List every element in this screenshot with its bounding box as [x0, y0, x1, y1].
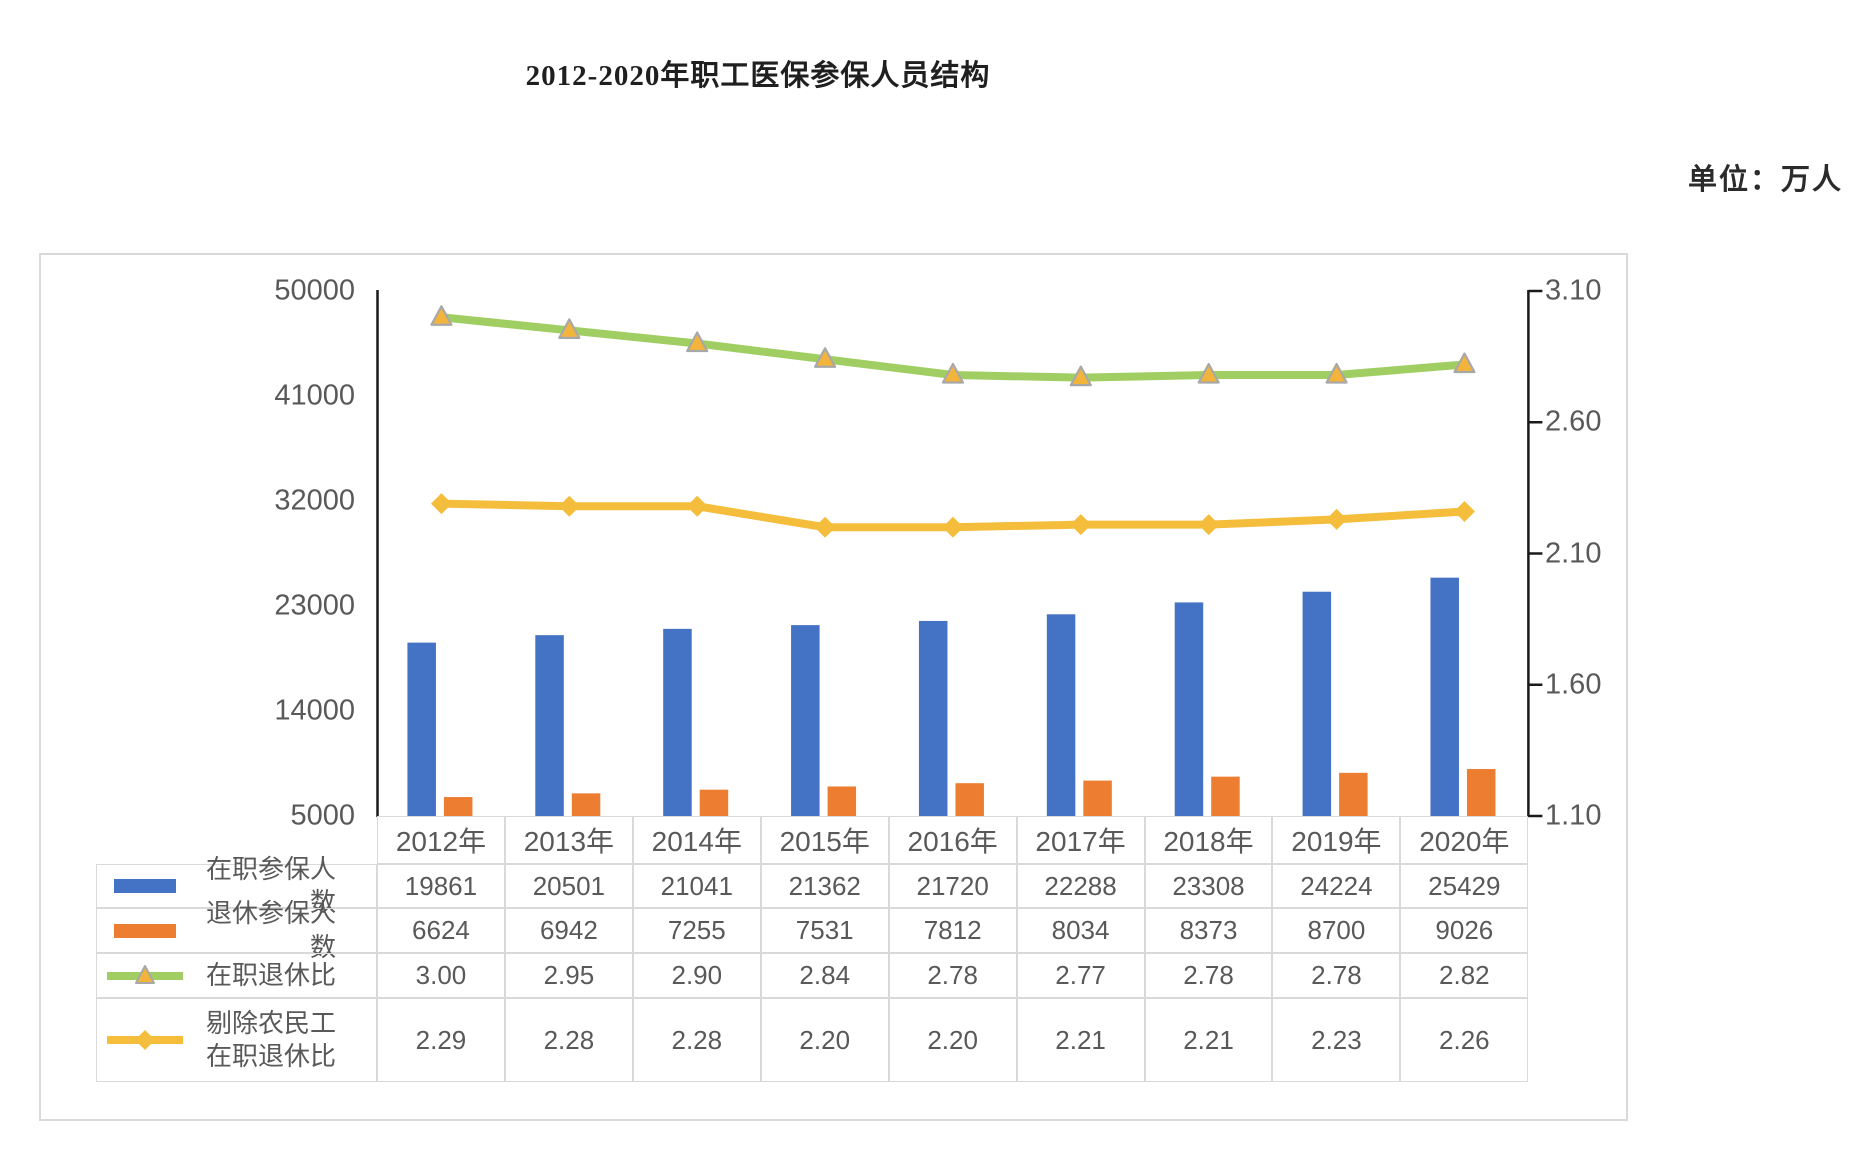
left-axis-tick-label: 50000: [274, 274, 355, 307]
table-value-cell: 3.00: [377, 953, 505, 998]
line-diamond-legend-swatch: [107, 1030, 183, 1050]
table-value-cell: 2.78: [1272, 953, 1401, 998]
table-value-cell: 7531: [760, 908, 889, 953]
table-value-cell: 8034: [1016, 908, 1145, 953]
table-year-cell: 2016年: [888, 816, 1017, 864]
legend-cell-在职参保人数: 在职参保人数: [96, 854, 377, 917]
table-value-cell: 9026: [1400, 908, 1529, 953]
table-value-cell: 7812: [888, 908, 1017, 953]
legend-cell-退休参保人数: 退休参保人数: [96, 898, 377, 962]
legend-cell-剔除农民工在职退休比: 剔除农民工 在职退休比: [96, 998, 377, 1082]
table-value-cell: 2.90: [632, 953, 761, 998]
table-value-cell: 2.78: [888, 953, 1017, 998]
table-value-cell: 19861: [377, 864, 505, 908]
left-axis-tick-label: 32000: [274, 484, 355, 517]
right-axis-tick-label: 2.10: [1545, 537, 1602, 569]
table-value-cell: 6624: [377, 908, 505, 953]
left-axis-tick-label: 14000: [274, 694, 355, 727]
table-value-cell: 2.20: [760, 998, 889, 1082]
table-value-cell: 2.23: [1272, 998, 1401, 1082]
right-axis-tick-label: 2.60: [1545, 405, 1602, 438]
table-year-cell: 2017年: [1016, 816, 1145, 864]
legend-label: 在职参保人数: [205, 853, 336, 917]
table-year-cell: 2013年: [504, 816, 633, 864]
chart-area-border: [39, 253, 1628, 1121]
bar-legend-swatch: [114, 879, 176, 893]
table-year-cell: 2018年: [1144, 816, 1273, 864]
left-axis-tick-label: 5000: [290, 799, 355, 832]
table-value-cell: 25429: [1400, 864, 1529, 908]
data-table: 2012年 2013年 2014年 2015年 2016年 2017年 2018年 2019年…: [96, 816, 1529, 1082]
table-value-cell: 8700: [1272, 908, 1401, 953]
right-axis-tick-label: 3.10: [1545, 274, 1602, 307]
left-axis-tick-label: 23000: [274, 589, 355, 622]
table-value-cell: 24224: [1272, 864, 1401, 908]
table-value-cell: 21041: [632, 864, 761, 908]
bar-legend-swatch: [114, 923, 176, 938]
table-value-cell: 23308: [1144, 864, 1273, 908]
table-value-cell: 20501: [504, 864, 633, 908]
table-value-cell: 21362: [760, 864, 889, 908]
chart-title: 2012-2020年职工医保参保人员结构: [525, 60, 991, 92]
legend-label: 在职退休比: [205, 959, 336, 990]
table-value-cell: 8373: [1144, 908, 1273, 953]
legend-label: 剔除农民工 在职退休比: [205, 1007, 336, 1071]
table-value-cell: 2.20: [888, 998, 1017, 1082]
legend-label: 退休参保人数: [205, 898, 336, 962]
table-year-cell: 2012年: [377, 816, 505, 864]
table-value-cell: 21720: [888, 864, 1017, 908]
line-triangle-legend-swatch: [107, 964, 183, 984]
table-value-cell: 2.77: [1016, 953, 1145, 998]
table-value-cell: 2.21: [1016, 998, 1145, 1082]
table-value-cell: 7255: [632, 908, 761, 953]
table-value-cell: 2.28: [632, 998, 761, 1082]
table-value-cell: 2.95: [504, 953, 633, 998]
table-value-cell: 2.26: [1400, 998, 1529, 1082]
table-value-cell: 2.82: [1400, 953, 1529, 998]
table-value-cell: 2.28: [504, 998, 633, 1082]
table-value-cell: 2.29: [377, 998, 505, 1082]
table-value-cell: 6942: [504, 908, 633, 953]
table-value-cell: 22288: [1016, 864, 1145, 908]
table-value-cell: 2.21: [1144, 998, 1273, 1082]
table-value-cell: 2.78: [1144, 953, 1273, 998]
left-axis-tick-label: 41000: [274, 379, 355, 412]
table-year-cell: 2015年: [760, 816, 889, 864]
unit-label: 单位：万人: [1687, 164, 1843, 196]
table-year-cell: 2019年: [1272, 816, 1401, 864]
right-axis-tick-label: 1.10: [1545, 799, 1602, 832]
right-axis-tick-label: 1.60: [1545, 668, 1602, 701]
table-year-cell: 2020年: [1400, 816, 1529, 864]
table-year-cell: 2014年: [632, 816, 761, 864]
legend-cell-在职退休比: 在职退休比: [96, 953, 377, 998]
table-value-cell: 2.84: [760, 953, 889, 998]
